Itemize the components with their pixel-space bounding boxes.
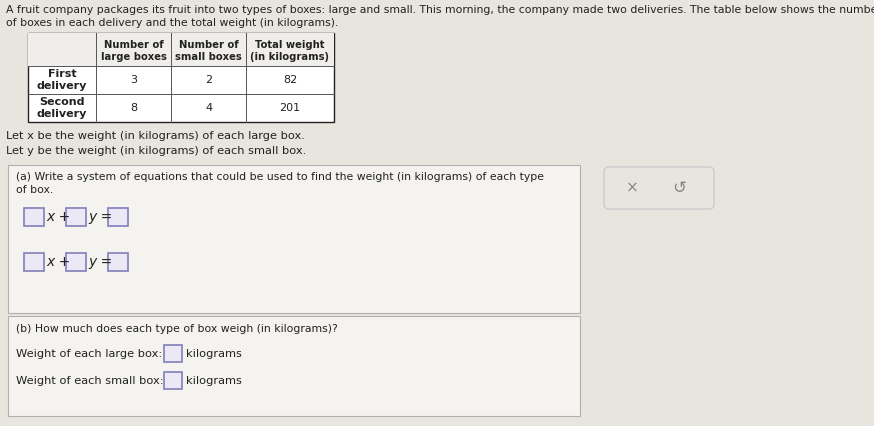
Bar bbox=[24, 253, 44, 271]
Text: ×: × bbox=[626, 181, 638, 196]
Text: kilograms: kilograms bbox=[186, 349, 242, 359]
Bar bbox=[164, 372, 182, 389]
Bar bbox=[66, 208, 86, 226]
Text: 2: 2 bbox=[205, 75, 212, 85]
Text: x +: x + bbox=[46, 255, 70, 269]
Text: Number of
small boxes: Number of small boxes bbox=[175, 40, 242, 61]
Bar bbox=[164, 345, 182, 362]
Text: 82: 82 bbox=[283, 75, 297, 85]
Text: 8: 8 bbox=[130, 103, 137, 113]
Text: Total weight
(in kilograms): Total weight (in kilograms) bbox=[251, 40, 329, 61]
Bar bbox=[66, 253, 86, 271]
Text: (a) Write a system of equations that could be used to find the weight (in kilogr: (a) Write a system of equations that cou… bbox=[16, 172, 544, 195]
Text: kilograms: kilograms bbox=[186, 376, 242, 386]
Text: A fruit company packages its fruit into two types of boxes: large and small. Thi: A fruit company packages its fruit into … bbox=[6, 5, 874, 15]
Bar bbox=[108, 253, 128, 271]
Text: 3: 3 bbox=[130, 75, 137, 85]
Text: Second
delivery: Second delivery bbox=[37, 97, 87, 119]
Text: Let y be the weight (in kilograms) of each small box.: Let y be the weight (in kilograms) of ea… bbox=[6, 146, 306, 156]
Bar bbox=[28, 33, 334, 66]
Text: of boxes in each delivery and the total weight (in kilograms).: of boxes in each delivery and the total … bbox=[6, 18, 338, 28]
FancyBboxPatch shape bbox=[604, 167, 714, 209]
Text: Weight of each small box:: Weight of each small box: bbox=[16, 376, 163, 386]
Bar bbox=[8, 316, 580, 416]
Text: y =: y = bbox=[88, 210, 112, 224]
Text: Let x be the weight (in kilograms) of each large box.: Let x be the weight (in kilograms) of ea… bbox=[6, 131, 305, 141]
Text: (b) How much does each type of box weigh (in kilograms)?: (b) How much does each type of box weigh… bbox=[16, 324, 337, 334]
Text: First
delivery: First delivery bbox=[37, 69, 87, 91]
Bar bbox=[8, 165, 580, 313]
Text: Number of
large boxes: Number of large boxes bbox=[101, 40, 166, 61]
Text: Weight of each large box:: Weight of each large box: bbox=[16, 349, 163, 359]
Text: x +: x + bbox=[46, 210, 70, 224]
Text: 201: 201 bbox=[280, 103, 301, 113]
Bar bbox=[108, 208, 128, 226]
Text: ↺: ↺ bbox=[672, 179, 686, 197]
Bar bbox=[28, 33, 334, 122]
Text: y =: y = bbox=[88, 255, 112, 269]
Bar bbox=[24, 208, 44, 226]
Text: 4: 4 bbox=[205, 103, 212, 113]
